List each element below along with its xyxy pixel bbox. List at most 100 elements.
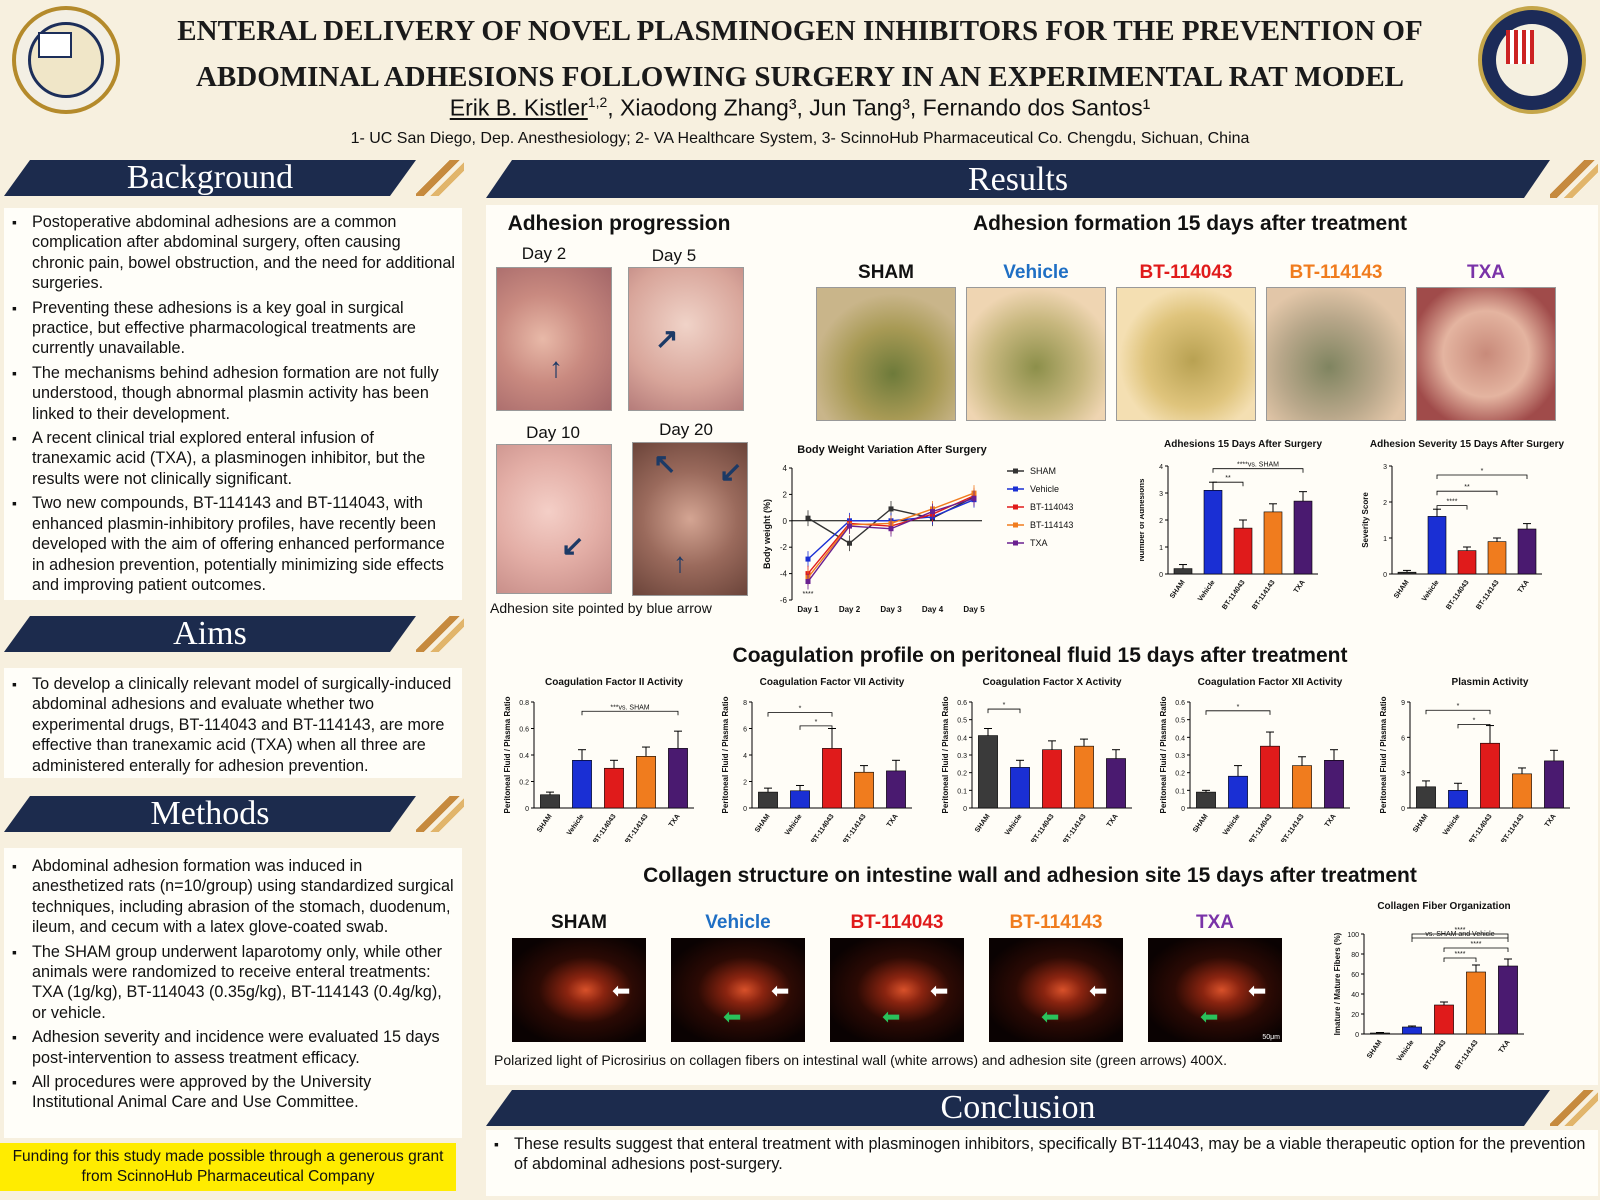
x-tick-label: SHAM	[1412, 813, 1430, 834]
x-tick-label: TXA	[1544, 813, 1558, 828]
blue-arrow-icon: ↑	[549, 352, 563, 383]
aims-heading: Aims	[4, 616, 416, 652]
aims-item: To develop a clinically relevant model o…	[12, 674, 456, 776]
collagen-label-3: BT-114143	[1009, 912, 1103, 933]
methods-item: The SHAM group underwent laparotomy only…	[12, 942, 456, 1024]
scale-bar-label: 50μm	[1262, 1034, 1280, 1041]
formation-photo-3	[1266, 287, 1406, 421]
y-tick-label: 80	[1351, 952, 1359, 959]
bar-sham	[1370, 1032, 1390, 1035]
methods-item: All procedures were approved by the Univ…	[12, 1072, 456, 1113]
y-tick-label: 0	[743, 806, 747, 813]
methods-box: Abdominal adhesion formation was induced…	[4, 848, 462, 1138]
legend-marker	[1013, 468, 1018, 474]
background-box: Postoperative abdominal adhesions are a …	[4, 208, 462, 600]
methods-heading: Methods	[4, 796, 416, 832]
chart-title: Coagulation Factor XII Activity	[1198, 677, 1343, 688]
bar-sham	[1397, 571, 1417, 575]
white-arrow-icon: ⬅	[1248, 978, 1267, 1003]
y-tick-label: 2	[743, 780, 747, 787]
y-tick-label: 100	[1347, 932, 1359, 939]
y-tick-label: 2	[1159, 518, 1163, 525]
y-tick-label: 0.2	[957, 771, 967, 778]
collagen-label-1: Vehicle	[705, 912, 771, 933]
y-tick-label: 6	[1401, 735, 1405, 742]
chart-title: Adhesion Severity 15 Days After Surgery	[1370, 439, 1565, 450]
heading-stripe	[416, 796, 464, 832]
bar-bt-114043	[1260, 745, 1280, 809]
aims-box: To develop a clinically relevant model o…	[4, 668, 462, 778]
significance-label: ****	[1455, 927, 1466, 934]
bar-txa	[1498, 965, 1518, 1035]
conclusion-list: These results suggest that enteral treat…	[494, 1134, 1588, 1175]
adhesion-severity-chart: Adhesion Severity 15 Days After Surgery S…	[1362, 439, 1565, 611]
body-weight-chart: Body Weight Variation After Surgery Body …	[762, 444, 1073, 614]
factor-xii-chart: Coagulation Factor XII Activity Peritonea…	[1159, 677, 1350, 842]
bar-vehicle	[1010, 767, 1030, 809]
y-tick-label: 4	[1159, 464, 1163, 471]
heading-stripe	[416, 160, 464, 196]
background-heading: Background	[4, 160, 416, 196]
x-tick-label: BT-114043	[1422, 1039, 1447, 1070]
bar-bt-114143	[1512, 773, 1532, 809]
significance-bracket	[987, 708, 1021, 714]
y-tick-label: 3	[1383, 464, 1387, 471]
y-tick-label: 60	[1351, 972, 1359, 979]
legend-marker	[1013, 540, 1018, 546]
results-heading: Results	[486, 160, 1550, 198]
background-list: Postoperative abdominal adhesions are a …	[12, 212, 456, 595]
y-tick-label: 0.2	[1175, 771, 1185, 778]
x-tick-label: SHAM	[1366, 1039, 1384, 1060]
y-axis-label: Number of Adhesions	[1140, 478, 1146, 561]
day-20-label: Day 20	[659, 420, 713, 439]
blue-arrow-icon: ↙	[561, 530, 585, 561]
bar-vehicle	[1203, 489, 1223, 575]
green-arrow-icon: ⬅	[882, 1004, 901, 1029]
bar-bt-114143	[1487, 541, 1507, 575]
title-line-2: ABDOMINAL ADHESIONS FOLLOWING SURGERY IN…	[195, 61, 1405, 93]
significance-label: *	[1457, 703, 1460, 710]
day-2-photo: ↑	[496, 267, 612, 411]
blue-arrow-icon: ↖	[653, 448, 677, 479]
x-tick-label: TXA	[1293, 579, 1307, 594]
point-txa	[805, 579, 811, 585]
other-authors: , Xiaodong Zhang³, Jun Tang³, Fernando d…	[607, 94, 1151, 121]
bar-bt-114143	[1263, 511, 1283, 575]
collagen-organization-chart: Collagen Fiber Organization Imature / Mat…	[1333, 901, 1524, 1070]
y-tick-label: 9	[1401, 700, 1405, 707]
significance-bracket	[1425, 709, 1491, 715]
y-axis-label: Body weight (%)	[762, 499, 772, 569]
formation-photo-0	[816, 287, 956, 421]
x-tick-label: BT-114043	[1030, 813, 1055, 842]
significance-bracket	[1212, 481, 1244, 487]
bar-bt-114143	[1292, 765, 1312, 809]
y-tick-label: -6	[780, 596, 788, 605]
x-tick-label: Vehicle	[1396, 1039, 1416, 1063]
significance-bracket	[1212, 468, 1304, 473]
significance-bracket	[581, 710, 679, 716]
formation-photo-1	[966, 287, 1106, 421]
x-tick-label: TXA	[1498, 1039, 1512, 1054]
significance-label: ****vs. SHAM	[1237, 462, 1279, 469]
methods-item: Adhesion severity and incidence were eva…	[12, 1027, 456, 1068]
day-5-photo: ↗	[628, 267, 744, 411]
progression-caption: Adhesion site pointed by blue arrow	[490, 600, 712, 616]
background-item: Postoperative abdominal adhesions are a …	[12, 212, 456, 294]
significance-label: *	[1481, 468, 1484, 475]
x-tick-label: Vehicle	[1197, 579, 1217, 603]
x-tick-label: SHAM	[1393, 579, 1411, 600]
bar-vehicle	[1427, 516, 1447, 575]
x-tick-label: Day 4	[922, 605, 944, 614]
y-tick-label: 0.6	[1175, 700, 1185, 707]
y-axis-label: Peritoneal Fluid / Plasma Ratio	[721, 696, 730, 813]
collagen-label-0: SHAM	[551, 912, 607, 933]
x-tick-label: BT-114143	[1280, 813, 1305, 842]
collagen-label-4: TXA	[1196, 912, 1234, 933]
collagen-label-2: BT-114043	[850, 912, 944, 933]
formation-label-2: BT-114043	[1139, 262, 1233, 283]
y-tick-label: 0.4	[519, 753, 529, 760]
bar-bt-114043	[1457, 550, 1477, 575]
day-10-label: Day 10	[526, 423, 580, 442]
significance-bracket	[1443, 957, 1477, 962]
x-tick-label: Vehicle	[784, 813, 804, 837]
